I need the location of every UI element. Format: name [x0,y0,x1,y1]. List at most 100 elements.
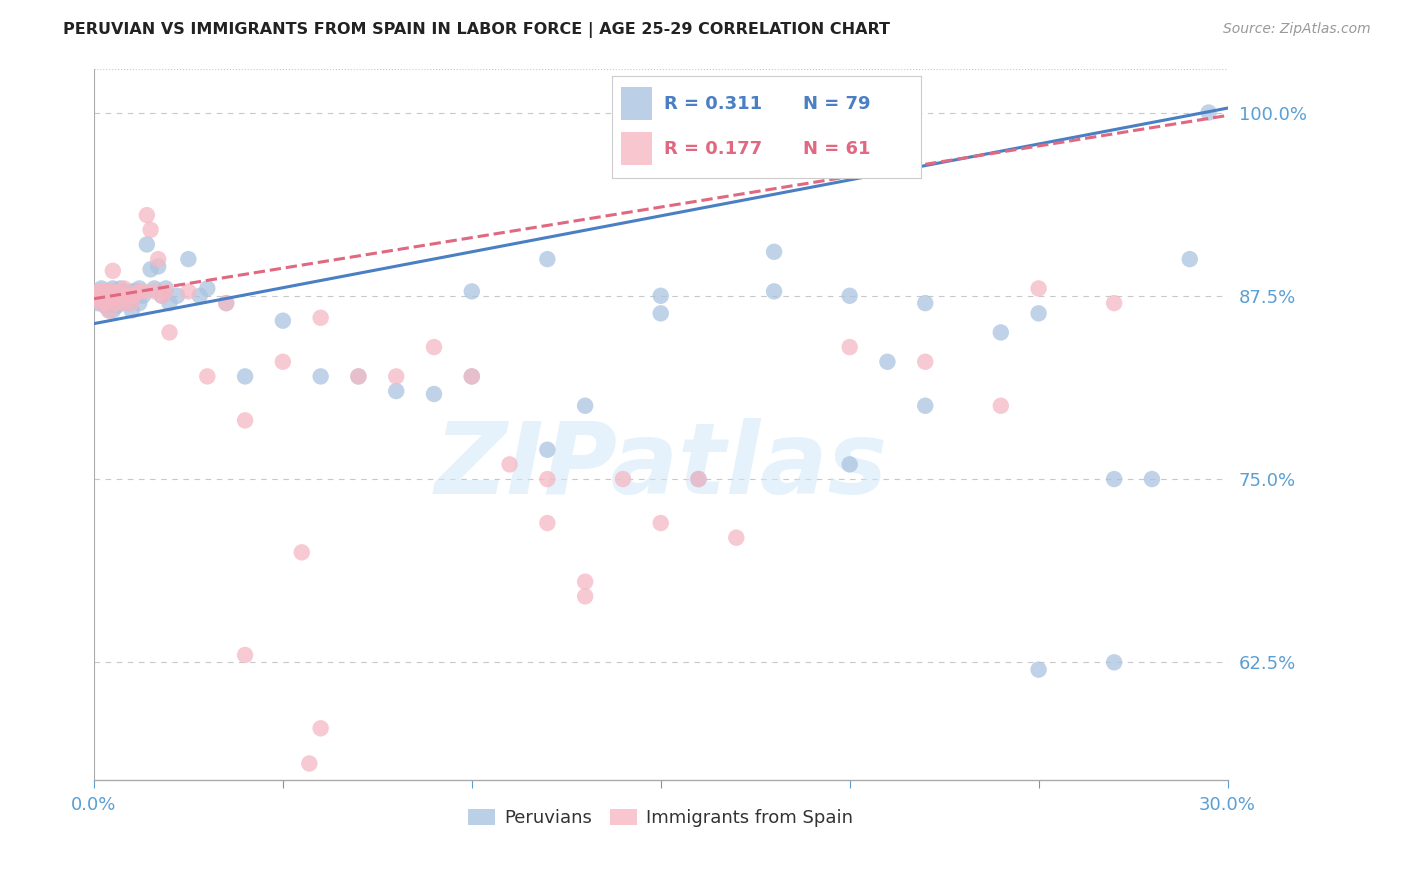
Point [298,756,321,771]
Point [188,289,211,303]
Point [195,281,218,295]
Point [121,303,143,318]
Point [725,531,748,545]
Point [124,285,146,299]
Point [1028,306,1050,320]
Point [90,296,112,310]
Point [461,285,484,299]
Point [90,285,112,299]
Point [1140,472,1163,486]
Point [914,355,936,369]
Point [94,293,117,308]
Point [117,296,139,310]
Point [86,289,108,303]
Point [650,289,672,303]
Point [121,293,143,308]
Point [101,285,124,299]
Text: ZIPatlas: ZIPatlas [434,418,887,516]
Text: N = 79: N = 79 [803,95,870,112]
Point [146,260,169,274]
Point [90,281,112,295]
Point [101,281,124,295]
Point [574,590,596,604]
Point [110,296,132,310]
Point [94,285,117,299]
Point [98,293,121,308]
Point [110,285,132,299]
Point [233,413,256,427]
Point [94,285,117,299]
Point [112,285,135,299]
Point [838,289,860,303]
Point [498,458,520,472]
Point [101,296,124,310]
Point [132,289,155,303]
Point [914,399,936,413]
Point [650,306,672,320]
Text: N = 61: N = 61 [803,140,870,158]
Point [146,252,169,266]
Point [128,285,150,299]
Point [94,289,117,303]
Point [423,340,446,354]
Point [688,472,710,486]
Point [124,287,146,301]
Point [105,296,128,310]
Point [536,252,558,266]
Point [195,369,218,384]
Point [105,293,128,308]
Point [86,296,108,310]
Point [155,281,177,295]
Point [990,399,1012,413]
Text: R = 0.311: R = 0.311 [664,95,762,112]
Point [112,293,135,308]
Point [112,289,135,303]
Point [112,281,135,295]
Point [135,237,157,252]
Point [1028,663,1050,677]
Point [98,289,121,303]
Point [461,369,484,384]
Point [536,516,558,530]
Point [128,296,150,310]
Point [1178,252,1201,266]
Point [101,303,124,318]
Point [98,303,121,318]
Point [86,293,108,308]
Point [98,303,121,318]
Point [150,289,173,303]
Point [177,252,200,266]
Point [105,299,128,313]
Point [105,289,128,303]
Point [574,399,596,413]
Point [90,293,112,308]
Point [150,289,173,303]
Point [121,296,143,310]
Text: PERUVIAN VS IMMIGRANTS FROM SPAIN IN LABOR FORCE | AGE 25-29 CORRELATION CHART: PERUVIAN VS IMMIGRANTS FROM SPAIN IN LAB… [63,22,890,38]
Point [132,285,155,299]
Point [309,310,332,325]
Bar [621,132,652,165]
Point [1102,296,1125,310]
Bar [621,87,652,120]
Point [139,262,162,277]
Point [121,289,143,303]
Text: Source: ZipAtlas.com: Source: ZipAtlas.com [1223,22,1371,37]
Point [233,648,256,662]
Point [166,289,188,303]
Point [309,369,332,384]
Point [271,355,294,369]
Point [385,384,408,398]
Point [86,285,108,299]
Point [385,369,408,384]
Point [94,299,117,313]
Point [536,472,558,486]
Point [101,289,124,303]
Point [347,369,370,384]
Point [117,289,139,303]
Point [461,369,484,384]
Point [98,285,121,299]
Point [233,369,256,384]
Point [98,285,121,299]
Point [1102,656,1125,670]
